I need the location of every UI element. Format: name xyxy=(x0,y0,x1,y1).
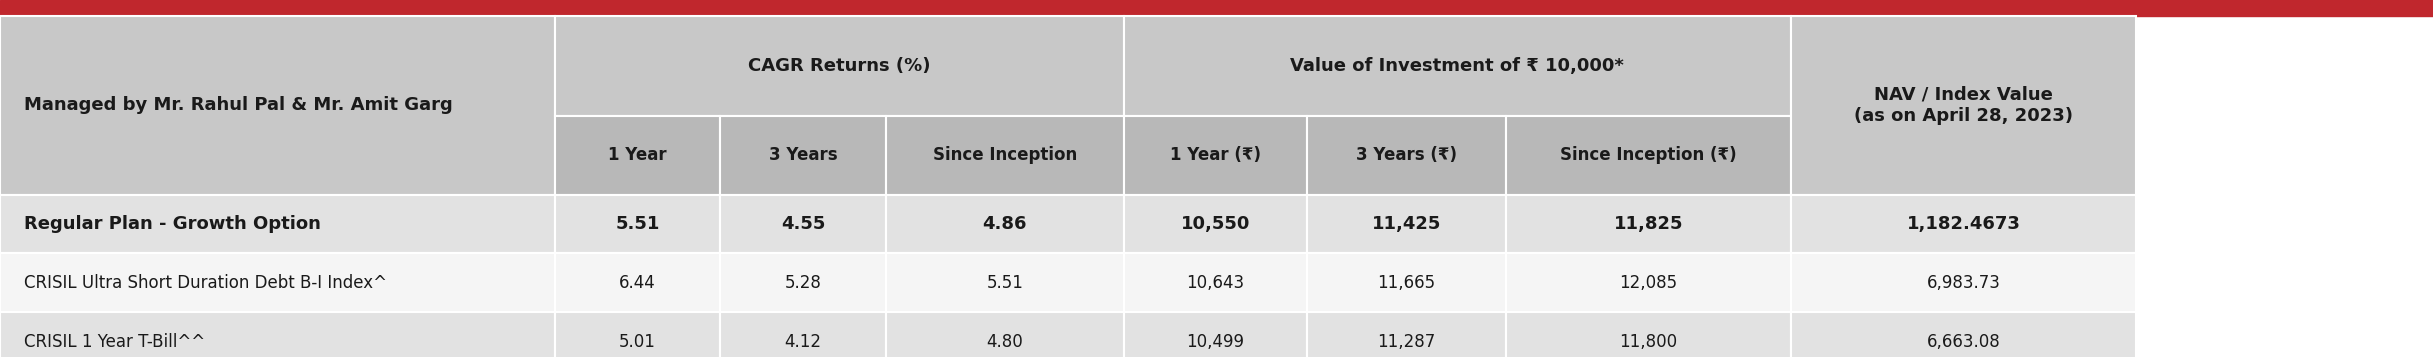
Text: 6,983.73: 6,983.73 xyxy=(1927,274,2000,292)
Text: Since Inception: Since Inception xyxy=(932,146,1078,164)
Text: 5.01: 5.01 xyxy=(618,333,657,351)
Text: NAV / Index Value
(as on April 28, 2023): NAV / Index Value (as on April 28, 2023) xyxy=(1854,86,2073,125)
Text: 4.12: 4.12 xyxy=(783,333,822,351)
Bar xyxy=(1124,16,1791,116)
Bar xyxy=(555,116,720,195)
Bar xyxy=(1506,312,1791,357)
Text: 11,287: 11,287 xyxy=(1377,333,1435,351)
Bar xyxy=(1307,312,1506,357)
Bar xyxy=(886,195,1124,253)
Text: 4.80: 4.80 xyxy=(985,333,1024,351)
Bar xyxy=(1791,312,2136,357)
Bar xyxy=(720,116,886,195)
Text: 4.86: 4.86 xyxy=(983,215,1027,233)
Bar xyxy=(0,0,2433,16)
Bar xyxy=(720,253,886,312)
Bar xyxy=(0,195,555,253)
Bar xyxy=(1124,195,1307,253)
Bar xyxy=(1307,253,1506,312)
Bar xyxy=(1124,312,1307,357)
Bar xyxy=(1124,116,1307,195)
Bar xyxy=(886,253,1124,312)
Bar xyxy=(1307,116,1506,195)
Bar xyxy=(555,312,720,357)
Text: 11,825: 11,825 xyxy=(1613,215,1684,233)
Bar xyxy=(1124,253,1307,312)
Text: 12,085: 12,085 xyxy=(1620,274,1676,292)
Text: 3 Years: 3 Years xyxy=(769,146,837,164)
Bar xyxy=(886,312,1124,357)
Text: 5.28: 5.28 xyxy=(783,274,822,292)
Bar xyxy=(1791,253,2136,312)
Bar xyxy=(1506,195,1791,253)
Bar xyxy=(555,195,720,253)
Bar xyxy=(1506,116,1791,195)
Text: CRISIL Ultra Short Duration Debt B-I Index^: CRISIL Ultra Short Duration Debt B-I Ind… xyxy=(24,274,387,292)
Bar xyxy=(1791,16,2136,195)
Text: 10,643: 10,643 xyxy=(1187,274,1243,292)
Text: Since Inception (₹): Since Inception (₹) xyxy=(1560,146,1737,164)
Text: 11,800: 11,800 xyxy=(1620,333,1676,351)
Bar xyxy=(0,312,555,357)
Bar xyxy=(0,16,555,195)
Text: 11,425: 11,425 xyxy=(1372,215,1440,233)
Text: Value of Investment of ₹ 10,000*: Value of Investment of ₹ 10,000* xyxy=(1289,57,1625,75)
Text: 1,182.4673: 1,182.4673 xyxy=(1907,215,2019,233)
Bar xyxy=(1791,195,2136,253)
Text: 10,499: 10,499 xyxy=(1187,333,1243,351)
Text: 6,663.08: 6,663.08 xyxy=(1927,333,2000,351)
Text: 1 Year (₹): 1 Year (₹) xyxy=(1170,146,1260,164)
Text: 1 Year: 1 Year xyxy=(608,146,667,164)
Bar xyxy=(1307,195,1506,253)
Text: Managed by Mr. Rahul Pal & Mr. Amit Garg: Managed by Mr. Rahul Pal & Mr. Amit Garg xyxy=(24,96,453,114)
Bar xyxy=(1506,253,1791,312)
Text: Regular Plan - Growth Option: Regular Plan - Growth Option xyxy=(24,215,321,233)
Text: 11,665: 11,665 xyxy=(1377,274,1435,292)
Bar xyxy=(0,253,555,312)
Bar xyxy=(555,253,720,312)
Text: 5.51: 5.51 xyxy=(985,274,1024,292)
Bar xyxy=(720,312,886,357)
Text: CRISIL 1 Year T-Bill^^: CRISIL 1 Year T-Bill^^ xyxy=(24,333,204,351)
Text: CAGR Returns (%): CAGR Returns (%) xyxy=(747,57,932,75)
Text: 4.55: 4.55 xyxy=(781,215,825,233)
Bar xyxy=(720,195,886,253)
Text: 3 Years (₹): 3 Years (₹) xyxy=(1355,146,1457,164)
Text: 6.44: 6.44 xyxy=(618,274,657,292)
Bar xyxy=(555,16,1124,116)
Bar xyxy=(886,116,1124,195)
Text: 5.51: 5.51 xyxy=(616,215,659,233)
Text: 10,550: 10,550 xyxy=(1180,215,1251,233)
